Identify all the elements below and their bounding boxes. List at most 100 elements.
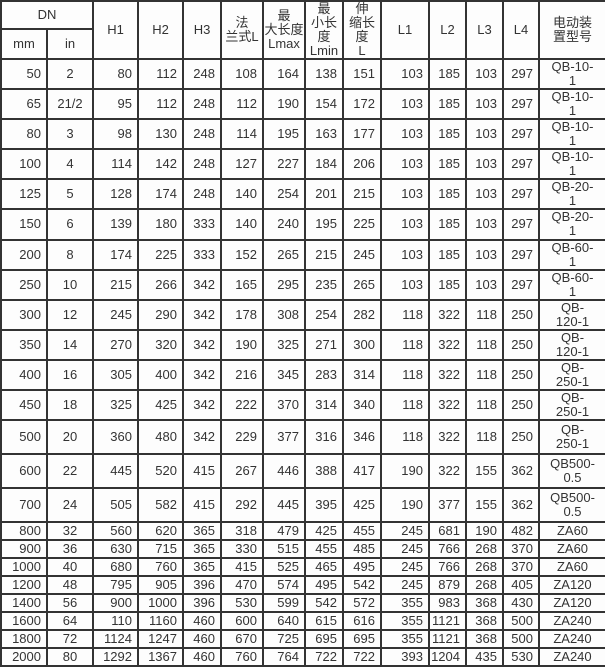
cell-flange-l: 178 bbox=[220, 298, 264, 331]
header-in: in bbox=[46, 28, 94, 61]
cell-flange-l: 267 bbox=[220, 452, 264, 489]
cell-mm: 250 bbox=[0, 268, 48, 301]
cell-l4: 405 bbox=[502, 574, 540, 595]
table-row: 1800 72 1124 1247 460 670 725 695 695 355 1121 368 5… bbox=[0, 628, 605, 649]
cell-in: 64 bbox=[46, 610, 94, 631]
cell-l1: 103 bbox=[380, 148, 430, 181]
cell-extend-l: 616 bbox=[342, 610, 382, 631]
cell-actuator-model: QB- 250-1 bbox=[538, 358, 605, 391]
cell-actuator-model: QB-60- 1 bbox=[538, 238, 605, 271]
cell-l4: 370 bbox=[502, 538, 540, 559]
cell-h1: 900 bbox=[92, 592, 139, 613]
cell-lmin: 388 bbox=[304, 452, 344, 489]
cell-l1: 245 bbox=[380, 556, 430, 577]
table-header: DN H1 H2 H3 法 兰式L 最 大长度 Lmax 最 小长度 Lmin … bbox=[0, 0, 605, 61]
cell-extend-l: 215 bbox=[342, 178, 382, 211]
cell-flange-l: 470 bbox=[220, 574, 264, 595]
header-l3: L3 bbox=[465, 0, 504, 61]
cell-flange-l: 222 bbox=[220, 388, 264, 421]
cell-lmin: 163 bbox=[304, 118, 344, 151]
cell-l2: 322 bbox=[428, 388, 467, 421]
cell-extend-l: 265 bbox=[342, 268, 382, 301]
cell-h3: 248 bbox=[182, 58, 222, 91]
cell-h3: 365 bbox=[182, 556, 222, 577]
cell-mm: 65 bbox=[0, 88, 48, 121]
cell-lmax: 345 bbox=[262, 358, 306, 391]
cell-flange-l: 112 bbox=[220, 88, 264, 121]
table-row: 300 12 245 290 342 178 308 254 282 118 322 118 250 QB… bbox=[0, 298, 605, 331]
cell-in: 5 bbox=[46, 178, 94, 211]
table-row: 700 24 505 582 415 292 445 395 425 190 377 155 362 QB… bbox=[0, 486, 605, 523]
cell-l3: 103 bbox=[465, 88, 504, 121]
cell-h2: 1000 bbox=[137, 592, 184, 613]
cell-h1: 630 bbox=[92, 538, 139, 559]
cell-lmax: 515 bbox=[262, 538, 306, 559]
cell-actuator-model: QB-10- 1 bbox=[538, 118, 605, 151]
cell-mm: 350 bbox=[0, 328, 48, 361]
cell-l2: 185 bbox=[428, 238, 467, 271]
cell-lmax: 195 bbox=[262, 118, 306, 151]
cell-l3: 155 bbox=[465, 452, 504, 489]
cell-h3: 248 bbox=[182, 118, 222, 151]
cell-h3: 333 bbox=[182, 238, 222, 271]
cell-h2: 1160 bbox=[137, 610, 184, 631]
cell-l3: 103 bbox=[465, 268, 504, 301]
cell-l3: 118 bbox=[465, 328, 504, 361]
cell-l1: 118 bbox=[380, 358, 430, 391]
cell-lmax: 295 bbox=[262, 268, 306, 301]
cell-lmin: 425 bbox=[304, 520, 344, 541]
cell-l3: 368 bbox=[465, 628, 504, 649]
cell-in: 8 bbox=[46, 238, 94, 271]
cell-l3: 118 bbox=[465, 298, 504, 331]
cell-h2: 1367 bbox=[137, 646, 184, 667]
cell-l2: 1204 bbox=[428, 646, 467, 667]
cell-extend-l: 417 bbox=[342, 452, 382, 489]
cell-lmax: 377 bbox=[262, 418, 306, 455]
table-row: 50 2 80 112 248 108 164 138 151 103 185 103 297 QB-10… bbox=[0, 58, 605, 91]
cell-l3: 155 bbox=[465, 486, 504, 523]
table-row: 250 10 215 266 342 165 295 235 265 103 185 103 297 QB… bbox=[0, 268, 605, 301]
cell-flange-l: 216 bbox=[220, 358, 264, 391]
cell-l3: 268 bbox=[465, 538, 504, 559]
cell-l4: 250 bbox=[502, 418, 540, 455]
header-l4: L4 bbox=[502, 0, 540, 61]
cell-l2: 322 bbox=[428, 328, 467, 361]
cell-lmin: 495 bbox=[304, 574, 344, 595]
cell-lmax: 240 bbox=[262, 208, 306, 241]
cell-h3: 460 bbox=[182, 610, 222, 631]
cell-l4: 370 bbox=[502, 556, 540, 577]
header-l2: L2 bbox=[428, 0, 467, 61]
cell-flange-l: 140 bbox=[220, 208, 264, 241]
cell-lmax: 164 bbox=[262, 58, 306, 91]
cell-lmin: 314 bbox=[304, 388, 344, 421]
cell-h1: 139 bbox=[92, 208, 139, 241]
cell-in: 40 bbox=[46, 556, 94, 577]
cell-l1: 103 bbox=[380, 118, 430, 151]
cell-actuator-model: QB-10- 1 bbox=[538, 148, 605, 181]
cell-in: 24 bbox=[46, 486, 94, 523]
table-row: 1400 56 900 1000 396 530 599 542 572 355 983 368 430… bbox=[0, 592, 605, 613]
cell-h2: 130 bbox=[137, 118, 184, 151]
cell-l4: 297 bbox=[502, 238, 540, 271]
cell-l4: 297 bbox=[502, 88, 540, 121]
cell-l3: 118 bbox=[465, 388, 504, 421]
cell-mm: 50 bbox=[0, 58, 48, 91]
cell-l2: 322 bbox=[428, 452, 467, 489]
cell-h3: 342 bbox=[182, 358, 222, 391]
table-row: 600 22 445 520 415 267 446 388 417 190 322 155 362 QB… bbox=[0, 452, 605, 489]
cell-in: 32 bbox=[46, 520, 94, 541]
cell-in: 2 bbox=[46, 58, 94, 91]
cell-flange-l: 127 bbox=[220, 148, 264, 181]
cell-actuator-model: ZA240 bbox=[538, 646, 605, 667]
cell-l2: 185 bbox=[428, 118, 467, 151]
cell-mm: 400 bbox=[0, 358, 48, 391]
cell-h2: 480 bbox=[137, 418, 184, 455]
cell-lmin: 542 bbox=[304, 592, 344, 613]
cell-l4: 297 bbox=[502, 148, 540, 181]
cell-extend-l: 425 bbox=[342, 486, 382, 523]
cell-lmax: 254 bbox=[262, 178, 306, 211]
cell-h3: 415 bbox=[182, 452, 222, 489]
cell-lmin: 215 bbox=[304, 238, 344, 271]
cell-lmax: 479 bbox=[262, 520, 306, 541]
